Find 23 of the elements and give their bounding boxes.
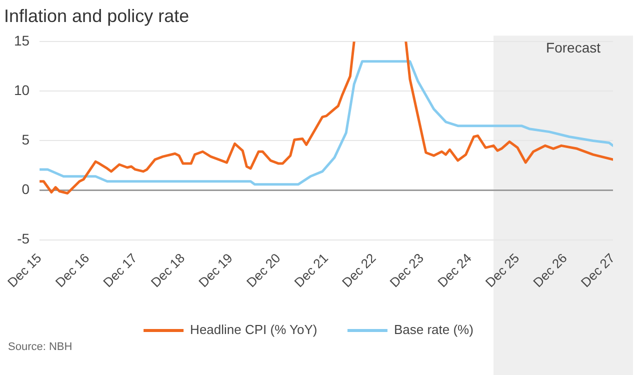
x-tick-label: Dec 16 bbox=[52, 250, 92, 290]
x-tick-label: Dec 24 bbox=[434, 250, 474, 290]
x-tick-label: Dec 20 bbox=[244, 250, 284, 290]
legend-label: Base rate (%) bbox=[394, 322, 474, 338]
x-tick-label: Dec 17 bbox=[100, 250, 140, 290]
x-tick-label: Dec 26 bbox=[530, 250, 570, 290]
y-tick-label: 15 bbox=[14, 32, 30, 48]
x-tick-label: Dec 22 bbox=[339, 250, 379, 290]
y-tick-label: -5 bbox=[17, 230, 30, 247]
x-tick-label: Dec 15 bbox=[4, 250, 44, 290]
x-tick-label: Dec 27 bbox=[578, 250, 618, 290]
x-tick-label: Dec 19 bbox=[196, 250, 236, 290]
x-tick-label: Dec 18 bbox=[148, 250, 188, 290]
x-tick-label: Dec 25 bbox=[482, 250, 522, 290]
y-tick-label: 5 bbox=[22, 132, 30, 148]
y-tick-label: 0 bbox=[22, 181, 30, 198]
legend-label: Headline CPI (% YoY) bbox=[190, 322, 318, 338]
y-tick-label: 10 bbox=[14, 82, 30, 98]
x-tick-label: Dec 23 bbox=[386, 250, 427, 290]
source-note: Source: NBH bbox=[8, 341, 72, 353]
chart-title: Inflation and policy rate bbox=[4, 6, 190, 26]
x-tick-label: Dec 21 bbox=[291, 250, 332, 290]
band-label: Forecast bbox=[546, 39, 601, 56]
